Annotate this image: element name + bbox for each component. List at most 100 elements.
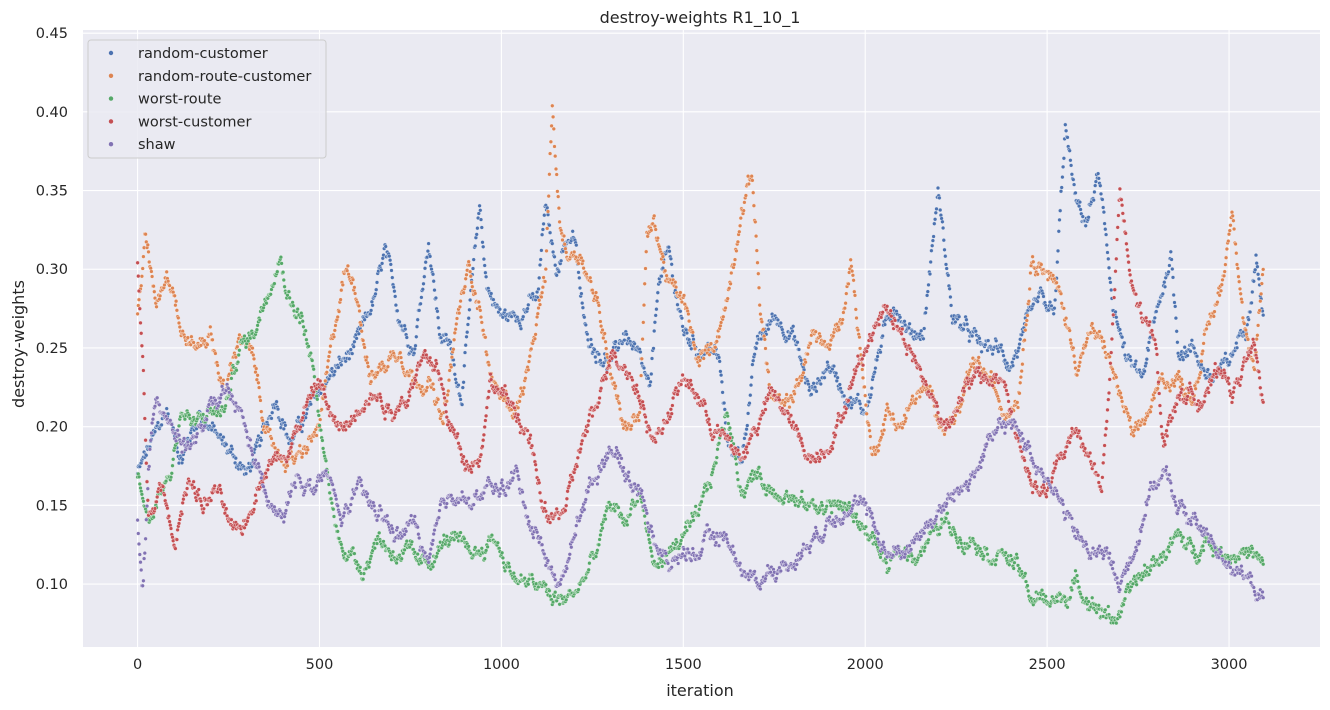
data-point bbox=[257, 385, 262, 390]
data-point bbox=[529, 346, 534, 352]
data-point bbox=[643, 266, 648, 271]
data-point bbox=[639, 373, 644, 378]
data-point bbox=[636, 418, 641, 423]
data-point bbox=[1201, 341, 1206, 346]
data-point bbox=[454, 316, 460, 321]
data-point bbox=[1086, 215, 1091, 220]
data-point bbox=[465, 330, 470, 335]
data-point bbox=[180, 500, 185, 505]
data-point bbox=[1056, 284, 1061, 289]
data-point bbox=[714, 460, 719, 466]
data-point bbox=[255, 373, 260, 378]
data-point bbox=[338, 297, 343, 302]
data-point bbox=[938, 207, 943, 213]
data-point bbox=[653, 313, 658, 318]
data-point bbox=[595, 295, 600, 300]
data-point bbox=[778, 320, 783, 326]
data-point bbox=[1015, 400, 1020, 405]
data-point bbox=[1067, 328, 1072, 333]
data-point bbox=[1080, 351, 1085, 356]
data-point bbox=[752, 352, 757, 357]
data-point bbox=[683, 525, 688, 530]
data-point bbox=[552, 144, 557, 149]
data-point bbox=[463, 276, 468, 281]
data-point bbox=[923, 310, 928, 315]
data-point bbox=[657, 280, 663, 285]
data-point bbox=[1103, 607, 1108, 612]
data-point bbox=[875, 354, 880, 359]
data-point bbox=[137, 481, 142, 487]
data-point bbox=[926, 537, 931, 542]
data-point bbox=[834, 371, 839, 376]
data-point bbox=[943, 262, 949, 267]
data-point bbox=[1166, 269, 1171, 274]
data-point bbox=[543, 267, 548, 272]
data-point bbox=[537, 262, 543, 268]
data-point bbox=[1122, 340, 1127, 345]
data-point bbox=[754, 341, 759, 346]
data-point bbox=[1099, 335, 1104, 340]
data-point bbox=[1098, 183, 1103, 188]
data-point bbox=[842, 306, 847, 311]
data-point bbox=[221, 378, 226, 383]
data-point bbox=[959, 541, 964, 546]
data-point bbox=[1136, 427, 1141, 432]
data-point bbox=[1172, 300, 1177, 305]
data-point bbox=[822, 339, 827, 344]
data-point bbox=[930, 238, 935, 243]
data-point bbox=[182, 417, 187, 422]
data-point bbox=[398, 350, 403, 355]
data-point bbox=[725, 296, 730, 301]
data-point bbox=[737, 229, 742, 234]
data-point bbox=[813, 504, 818, 509]
data-point bbox=[890, 411, 895, 417]
data-point bbox=[751, 358, 756, 363]
data-point bbox=[364, 355, 369, 360]
data-point bbox=[1256, 276, 1261, 281]
data-point bbox=[279, 261, 284, 266]
data-point bbox=[230, 446, 235, 452]
data-point bbox=[483, 335, 488, 340]
data-point bbox=[278, 255, 283, 260]
data-point bbox=[1234, 262, 1240, 267]
data-point bbox=[641, 303, 647, 308]
data-point bbox=[1134, 582, 1139, 587]
data-point bbox=[139, 343, 144, 348]
data-point bbox=[1192, 547, 1197, 553]
data-point bbox=[393, 294, 398, 299]
data-point bbox=[669, 262, 674, 267]
data-point bbox=[612, 508, 617, 513]
data-point bbox=[686, 311, 691, 317]
data-point bbox=[222, 502, 227, 507]
data-point bbox=[1217, 293, 1222, 298]
data-point bbox=[444, 534, 449, 539]
data-point bbox=[922, 326, 927, 331]
data-point bbox=[587, 561, 592, 566]
data-point bbox=[258, 398, 263, 403]
data-point bbox=[295, 307, 300, 312]
data-point bbox=[476, 299, 481, 305]
data-point bbox=[996, 349, 1001, 354]
data-point bbox=[735, 470, 740, 475]
data-point bbox=[471, 257, 476, 262]
data-point bbox=[1061, 164, 1066, 169]
data-point bbox=[1202, 332, 1207, 337]
data-point bbox=[537, 302, 543, 307]
data-point bbox=[810, 497, 815, 502]
data-point bbox=[164, 269, 169, 274]
data-point bbox=[1149, 404, 1154, 409]
data-point bbox=[1012, 560, 1017, 565]
data-point bbox=[366, 402, 372, 407]
data-point bbox=[1035, 272, 1040, 277]
data-point bbox=[577, 275, 582, 280]
data-point bbox=[466, 544, 471, 549]
data-point bbox=[667, 249, 672, 254]
data-point bbox=[449, 355, 454, 360]
data-point bbox=[818, 334, 823, 339]
data-point bbox=[402, 323, 407, 328]
data-point bbox=[304, 337, 309, 342]
data-point bbox=[617, 407, 623, 412]
data-point bbox=[409, 539, 414, 544]
data-point bbox=[526, 359, 532, 364]
data-point bbox=[1015, 405, 1021, 410]
